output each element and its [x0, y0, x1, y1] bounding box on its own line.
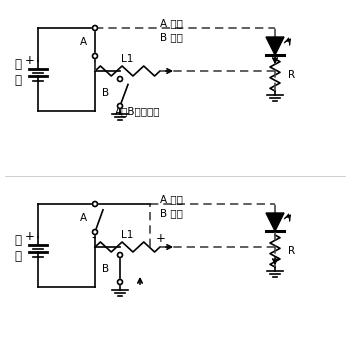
Circle shape — [118, 252, 122, 258]
Polygon shape — [266, 37, 284, 55]
Polygon shape — [266, 213, 284, 231]
Text: -: - — [92, 232, 96, 245]
Text: A: A — [79, 213, 86, 223]
Text: A: A — [79, 37, 86, 47]
Circle shape — [92, 230, 98, 234]
Text: 电
池: 电 池 — [14, 58, 21, 88]
Text: L1: L1 — [121, 54, 134, 64]
Text: L1: L1 — [121, 230, 134, 240]
Text: +: + — [25, 231, 35, 244]
Text: +: + — [156, 232, 166, 245]
Text: A、B轮流导通: A、B轮流导通 — [115, 106, 161, 116]
Text: A 关断
B 导通: A 关断 B 导通 — [160, 194, 183, 218]
Text: R: R — [288, 246, 295, 256]
Circle shape — [118, 279, 122, 284]
Circle shape — [92, 201, 98, 207]
Circle shape — [92, 54, 98, 58]
Text: R: R — [288, 70, 295, 80]
Text: 电
池: 电 池 — [14, 234, 21, 264]
Text: B: B — [103, 264, 110, 274]
Text: B: B — [103, 88, 110, 98]
Text: +: + — [25, 55, 35, 68]
Circle shape — [118, 103, 122, 108]
Text: A 导通
B 关断: A 导通 B 关断 — [160, 18, 183, 42]
Circle shape — [118, 76, 122, 82]
Circle shape — [92, 25, 98, 31]
